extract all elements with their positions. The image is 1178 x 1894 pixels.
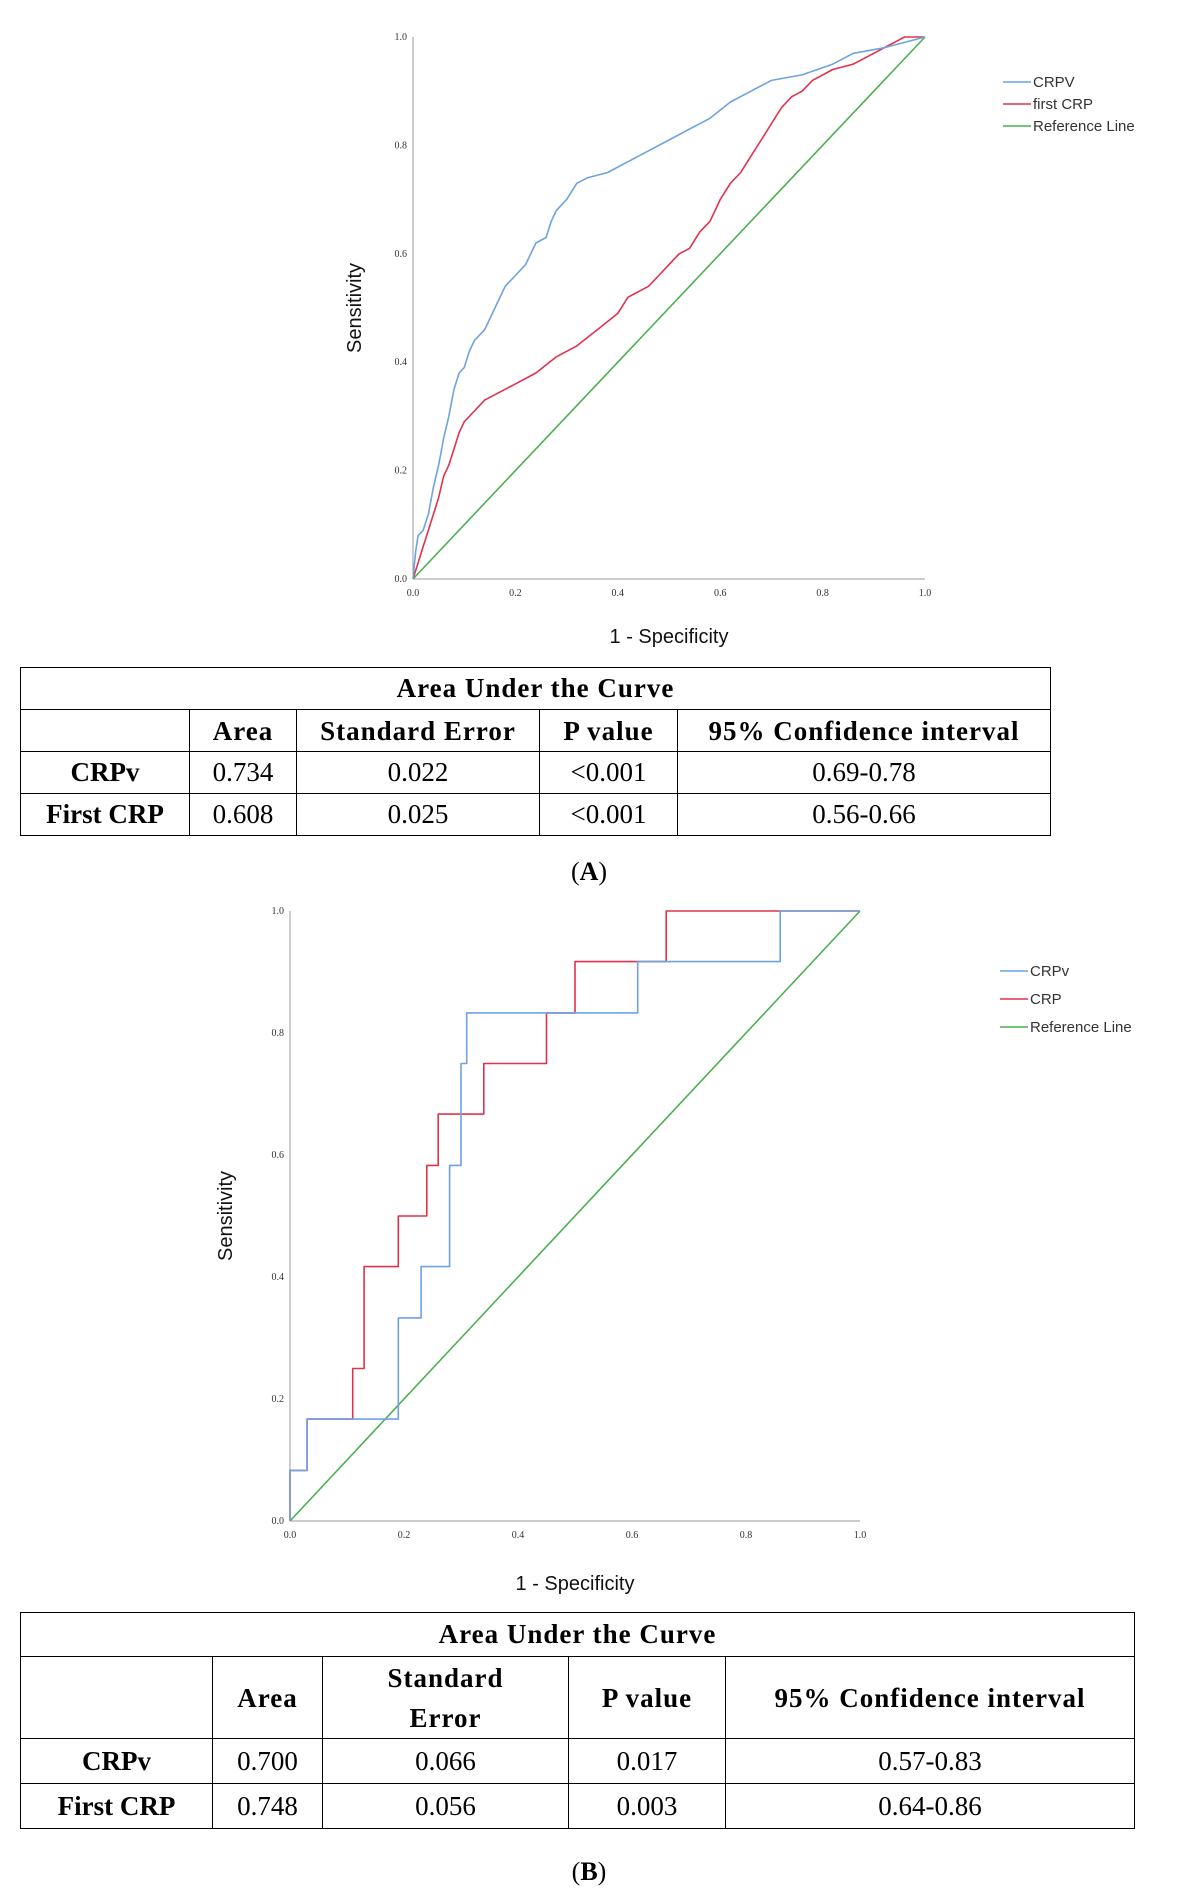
x-tick-label: 0.8 — [740, 1530, 753, 1541]
table-row: First CRP 0.608 0.025 <0.001 0.56-0.66 — [20, 793, 1052, 836]
table-cell: 0.734 — [189, 751, 297, 794]
panel-label-a: (A) — [570, 857, 608, 886]
table-row: CRPv 0.700 0.066 0.017 0.57-0.83 — [20, 1738, 1136, 1784]
legend-label: first CRP — [1033, 96, 1093, 113]
legend-label: CRPv — [1030, 963, 1070, 980]
legend-label: CRPV — [1033, 74, 1075, 91]
x-tick-label: 0.8 — [816, 588, 829, 599]
x-tick-label: 0.4 — [612, 588, 625, 599]
x-tick-label: 0.6 — [626, 1530, 639, 1541]
table-cell: 0.056 — [322, 1783, 569, 1829]
table-cell: <0.001 — [539, 793, 678, 836]
auc-table-title: Area Under the Curve — [19, 1612, 1136, 1657]
table-cell: 0.608 — [189, 793, 297, 836]
y-axis-label: Sensitivity — [215, 1171, 237, 1261]
table-header-cell — [20, 1656, 213, 1739]
x-tick-label: 0.2 — [509, 588, 522, 599]
series-line-reference-line — [412, 36, 926, 580]
y-tick-label: 0.8 — [272, 1028, 285, 1039]
table-header-cell: P value — [568, 1656, 726, 1739]
roc-chart-b: 0.0 0.2 0.4 0.6 0.8 1.0 0.0 0.2 0.4 0.6 0.8 1.0 1 - … — [215, 906, 1132, 1595]
y-tick-label: 1.0 — [395, 32, 408, 43]
table-cell: 0.69-0.78 — [676, 751, 1052, 794]
auc-table-b: Area Under the Curve Area Standard Error… — [19, 1612, 1136, 1829]
x-tick-label: 0.0 — [284, 1530, 297, 1541]
x-tick-label: 1.0 — [854, 1530, 867, 1541]
table-cell: 0.003 — [568, 1783, 726, 1829]
legend-label: CRP — [1030, 991, 1062, 1008]
table-row: CRPv 0.734 0.022 <0.001 0.69-0.78 — [20, 751, 1052, 794]
table-cell: 0.748 — [212, 1783, 323, 1829]
panel-label-b: (B) — [571, 1857, 607, 1886]
auc-table-a: Area Under the Curve Area Standard Error… — [19, 667, 1052, 836]
x-tick-label: 1.0 — [919, 588, 932, 599]
series-line-crpv — [289, 910, 860, 1521]
y-tick-label: 0.6 — [395, 249, 408, 260]
table-header-cell — [20, 709, 190, 752]
x-tick-label: 0.2 — [398, 1530, 411, 1541]
x-tick-label: 0.6 — [714, 588, 727, 599]
table-header-cell: Area — [189, 709, 297, 752]
legend-label: Reference Line — [1033, 118, 1135, 135]
table-header-cell: 95% Confidence interval — [676, 709, 1052, 752]
y-tick-label: 1.0 — [272, 906, 285, 917]
table-header-cell: 95% Confidence interval — [724, 1656, 1136, 1739]
table-cell: 0.64-0.86 — [724, 1783, 1136, 1829]
row-header: CRPv — [20, 1738, 213, 1784]
row-header: CRPv — [20, 751, 190, 794]
row-header: First CRP — [20, 793, 190, 836]
table-header-cell: P value — [539, 709, 678, 752]
x-axis-label: 1 - Specificity — [516, 1573, 635, 1595]
legend-label: Reference Line — [1030, 1019, 1132, 1036]
table-cell: 0.56-0.66 — [676, 793, 1052, 836]
table-cell: 0.025 — [296, 793, 540, 836]
table-cell: 0.700 — [212, 1738, 323, 1784]
roc-chart-a: 0.0 0.2 0.4 0.6 0.8 1.0 0.0 0.2 0.4 0.6 0.8 1.0 1 - … — [344, 32, 1135, 648]
table-cell: 0.017 — [568, 1738, 726, 1784]
x-tick-label: 0.4 — [512, 1530, 525, 1541]
y-tick-label: 0.8 — [395, 140, 408, 151]
y-tick-label: 0.2 — [395, 466, 408, 477]
y-tick-label: 0.4 — [272, 1272, 285, 1283]
y-tick-label: 0.4 — [395, 357, 408, 368]
y-tick-label: 0.6 — [272, 1150, 285, 1161]
x-axis-label: 1 - Specificity — [610, 626, 729, 648]
table-row: First CRP 0.748 0.056 0.003 0.64-0.86 — [20, 1783, 1136, 1829]
y-tick-label: 0.0 — [395, 574, 408, 585]
table-cell: <0.001 — [539, 751, 678, 794]
series-line-first-crp — [412, 36, 925, 580]
series-line-crpv — [412, 36, 926, 580]
table-header-cell: Standard Error — [322, 1656, 569, 1739]
x-tick-label: 0.0 — [407, 588, 420, 599]
table-header-cell: Area — [212, 1656, 323, 1739]
y-axis-label: Sensitivity — [344, 263, 366, 353]
row-header: First CRP — [20, 1783, 213, 1829]
table-header-cell: Standard Error — [296, 709, 540, 752]
table-cell: 0.022 — [296, 751, 540, 794]
y-tick-label: 0.0 — [272, 1516, 285, 1527]
table-cell: 0.57-0.83 — [724, 1738, 1136, 1784]
auc-table-title: Area Under the Curve — [19, 667, 1052, 710]
table-cell: 0.066 — [322, 1738, 569, 1784]
y-tick-label: 0.2 — [272, 1394, 285, 1405]
